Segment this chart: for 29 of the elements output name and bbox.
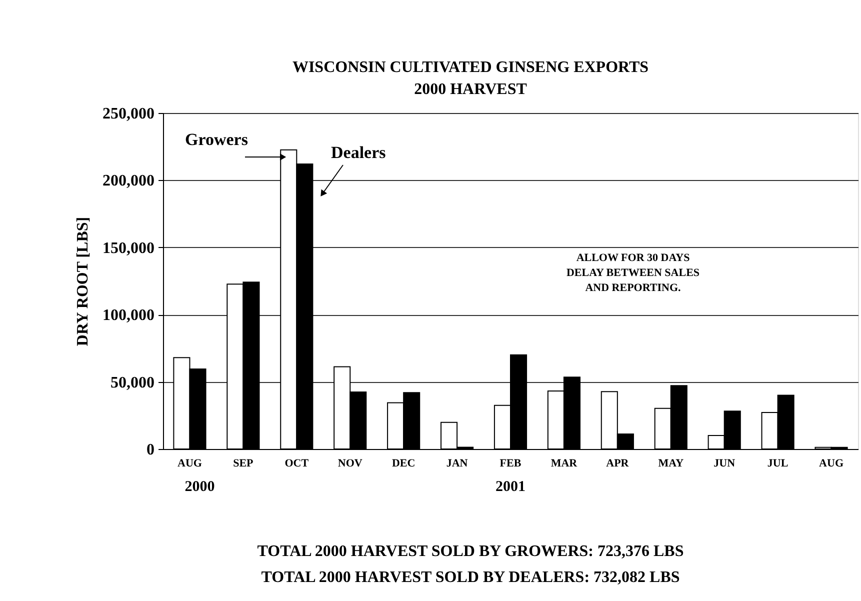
y-tick-label: 50,000 [110,374,154,392]
x-tick-label: JAN [446,458,468,470]
y-tick-label: 200,000 [102,172,154,190]
x-tick-label: DEC [392,458,416,470]
x-tick-label: AUG [178,458,202,470]
y-tick-label: 100,000 [102,307,154,324]
text: 2000 [184,479,215,495]
x-tick-label: APR [606,458,630,470]
annotation: ALLOW FOR 30 DAYS DELAY BETWEEN SALES AND REPORTING. [566,252,700,294]
x-tick-label: MAY [658,458,684,470]
text: WISCONSIN CULTIVATED GINSENG EXPORTS [292,59,649,76]
x-tick-label: AUG [819,458,844,470]
text: 2000 HARVEST [414,81,527,98]
x-tick-label: FEB [500,458,522,470]
x-tick-label: JUN [714,458,736,470]
y-tick-label: 0 [146,442,154,458]
x-tick-label: MAR [550,458,578,470]
x-tick-label: JUL [767,458,788,470]
y-tick-label: 250,000 [102,106,154,122]
x-tick-label: OCT [284,458,310,470]
text: TOTAL 2000 HARVEST SOLD BY GROWERS: 723,376 LBS [257,543,684,560]
y-axis-title: DRY ROOT [LBS] [74,216,92,346]
y-tick-label: 150,000 [102,240,154,257]
text: 2001 [496,479,526,495]
text: TOTAL 2000 HARVEST SOLD BY DEALERS: 732,082 LBS [261,569,680,586]
x-tick-label: SEP [233,458,254,470]
series-label: Dealers [331,143,386,162]
series-label: Growers [185,130,248,149]
x-tick-label: NOV [338,458,362,470]
